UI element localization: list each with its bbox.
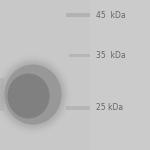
Ellipse shape (0, 58, 67, 130)
FancyBboxPatch shape (66, 106, 90, 110)
Ellipse shape (4, 64, 62, 124)
Ellipse shape (0, 60, 66, 129)
Ellipse shape (3, 63, 63, 126)
Text: 25 kDa: 25 kDa (96, 103, 123, 112)
FancyBboxPatch shape (0, 78, 4, 111)
Text: 35  kDa: 35 kDa (96, 51, 126, 60)
Ellipse shape (2, 61, 64, 128)
Ellipse shape (4, 64, 62, 124)
FancyBboxPatch shape (90, 0, 150, 150)
FancyBboxPatch shape (66, 13, 90, 17)
FancyBboxPatch shape (69, 54, 90, 57)
Ellipse shape (8, 74, 50, 118)
Text: 45  kDa: 45 kDa (96, 11, 126, 20)
